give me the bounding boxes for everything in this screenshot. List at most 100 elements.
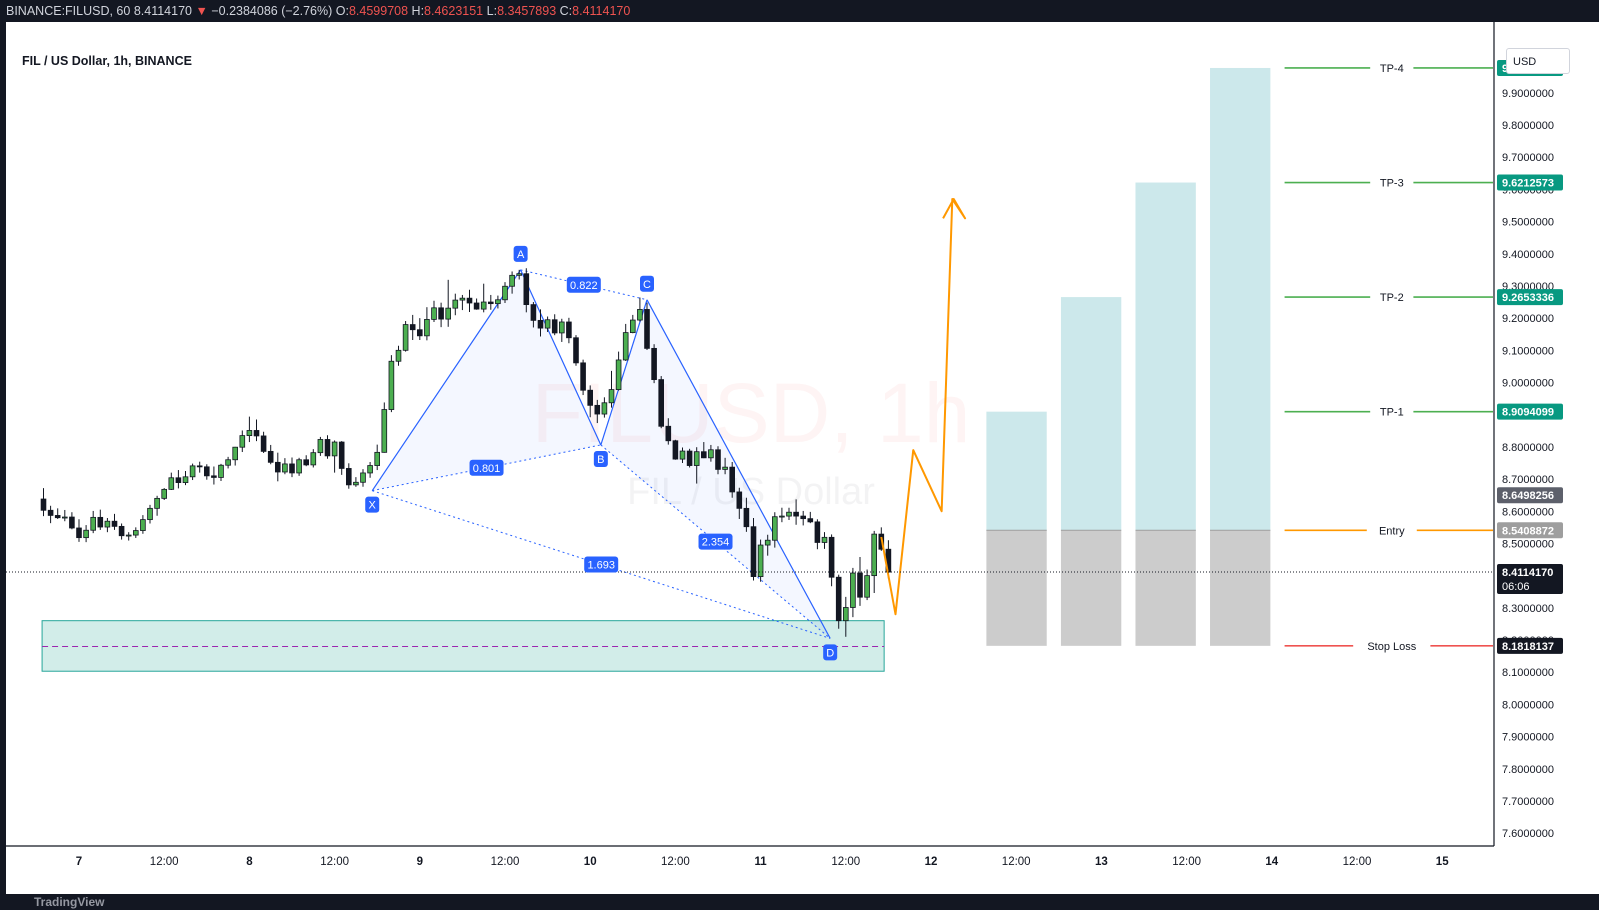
price-tick-label: 9.4000000 <box>1502 249 1554 261</box>
candle <box>658 376 664 429</box>
candle <box>409 314 416 341</box>
candle <box>651 344 657 384</box>
candle <box>736 487 743 519</box>
header-open: 8.4599708 <box>348 4 409 18</box>
time-tick-label: 9 <box>417 856 423 868</box>
candle <box>345 463 352 489</box>
currency-selector[interactable]: USD <box>1506 48 1570 74</box>
ratio-badge <box>566 276 601 293</box>
time-tick-label: 12:00 <box>831 856 860 868</box>
price-tick-label: 8.0000000 <box>1502 699 1554 711</box>
candle <box>729 462 735 498</box>
candle <box>246 416 253 443</box>
price-tick-label: 8.7000000 <box>1502 474 1554 486</box>
candle-body <box>54 515 61 519</box>
candle <box>118 523 125 540</box>
candle <box>466 289 473 313</box>
price-badge-bg <box>1497 289 1563 306</box>
candle <box>267 444 274 465</box>
target-zone-4 <box>1210 67 1271 531</box>
candle-body <box>487 301 494 305</box>
candle-body <box>523 273 530 306</box>
level-label: Stop Loss <box>1367 641 1416 653</box>
pattern-point-label: A <box>517 249 525 261</box>
pattern-point-badge <box>640 275 654 292</box>
candle-body <box>140 519 146 531</box>
price-badge-label: 9.6212573 <box>1502 178 1554 190</box>
candle <box>274 452 281 482</box>
candle-body <box>793 511 799 517</box>
candle <box>580 359 586 396</box>
candle-body <box>757 544 764 577</box>
candle <box>239 430 246 453</box>
candle <box>90 510 97 534</box>
candle <box>282 458 288 475</box>
candle <box>693 447 700 484</box>
price-tick-label: 7.6000000 <box>1502 828 1554 840</box>
candle <box>509 271 515 294</box>
candle <box>821 532 828 549</box>
candle <box>147 504 153 524</box>
candle-body <box>566 321 572 339</box>
current-price-badge-bg <box>1497 563 1563 594</box>
candle <box>750 518 757 581</box>
candle-body <box>381 409 388 453</box>
candle-body <box>253 430 260 437</box>
candle-body <box>871 533 877 577</box>
candle <box>83 525 89 543</box>
price-tick-label: 8.3000000 <box>1502 603 1554 615</box>
candle <box>445 279 451 327</box>
candle-body <box>473 302 480 310</box>
candle <box>757 539 764 582</box>
candle-body <box>388 360 395 410</box>
candle-body <box>466 297 473 304</box>
candle-body <box>750 526 757 577</box>
candle <box>360 469 366 487</box>
candle-body <box>296 459 302 474</box>
candle-body <box>97 516 104 528</box>
ratio-label: 0.801 <box>473 463 501 475</box>
candle-body <box>90 516 97 531</box>
price-badge: 8.5408872 <box>1497 522 1563 539</box>
ratio-xd: 1.693 <box>584 556 619 573</box>
candle-body <box>807 518 814 523</box>
price-tick-label: 7.9000000 <box>1502 732 1554 744</box>
level-label: Entry <box>1379 525 1405 537</box>
candle <box>203 464 210 480</box>
candle <box>367 462 373 478</box>
candle <box>218 463 224 481</box>
candle-body <box>821 536 828 543</box>
candle-body <box>83 529 89 539</box>
candle <box>814 519 821 550</box>
candle <box>161 488 168 500</box>
candle-body <box>225 459 231 466</box>
price-tick-label: 8.8000000 <box>1502 442 1554 454</box>
candle-body <box>715 449 721 470</box>
candle-body <box>438 307 444 320</box>
candle-body <box>601 402 608 415</box>
price-tick-label: 9.9000000 <box>1502 88 1554 100</box>
candle-body <box>835 576 842 622</box>
price-tick-label: 9.7000000 <box>1502 152 1554 164</box>
candle <box>644 302 650 350</box>
candle <box>708 444 714 462</box>
time-tick-label: 12:00 <box>1172 856 1201 868</box>
candle <box>715 446 721 475</box>
candle-body <box>665 425 672 442</box>
candle-body <box>828 536 835 578</box>
pattern-point-label: C <box>643 279 651 291</box>
candle <box>495 295 501 309</box>
candle-body <box>40 498 47 511</box>
level-stop-loss: Stop Loss <box>1284 641 1493 653</box>
header-open-label: O: <box>335 4 349 18</box>
candle <box>459 294 466 311</box>
candle-body <box>218 464 224 478</box>
time-tick-label: 15 <box>1436 856 1449 868</box>
candle <box>97 509 104 530</box>
time-tick-label: 11 <box>755 856 768 868</box>
time-tick-label: 7 <box>76 856 82 868</box>
candle-body <box>736 491 743 509</box>
price-badge-bg <box>1497 637 1563 654</box>
candle <box>573 335 579 366</box>
